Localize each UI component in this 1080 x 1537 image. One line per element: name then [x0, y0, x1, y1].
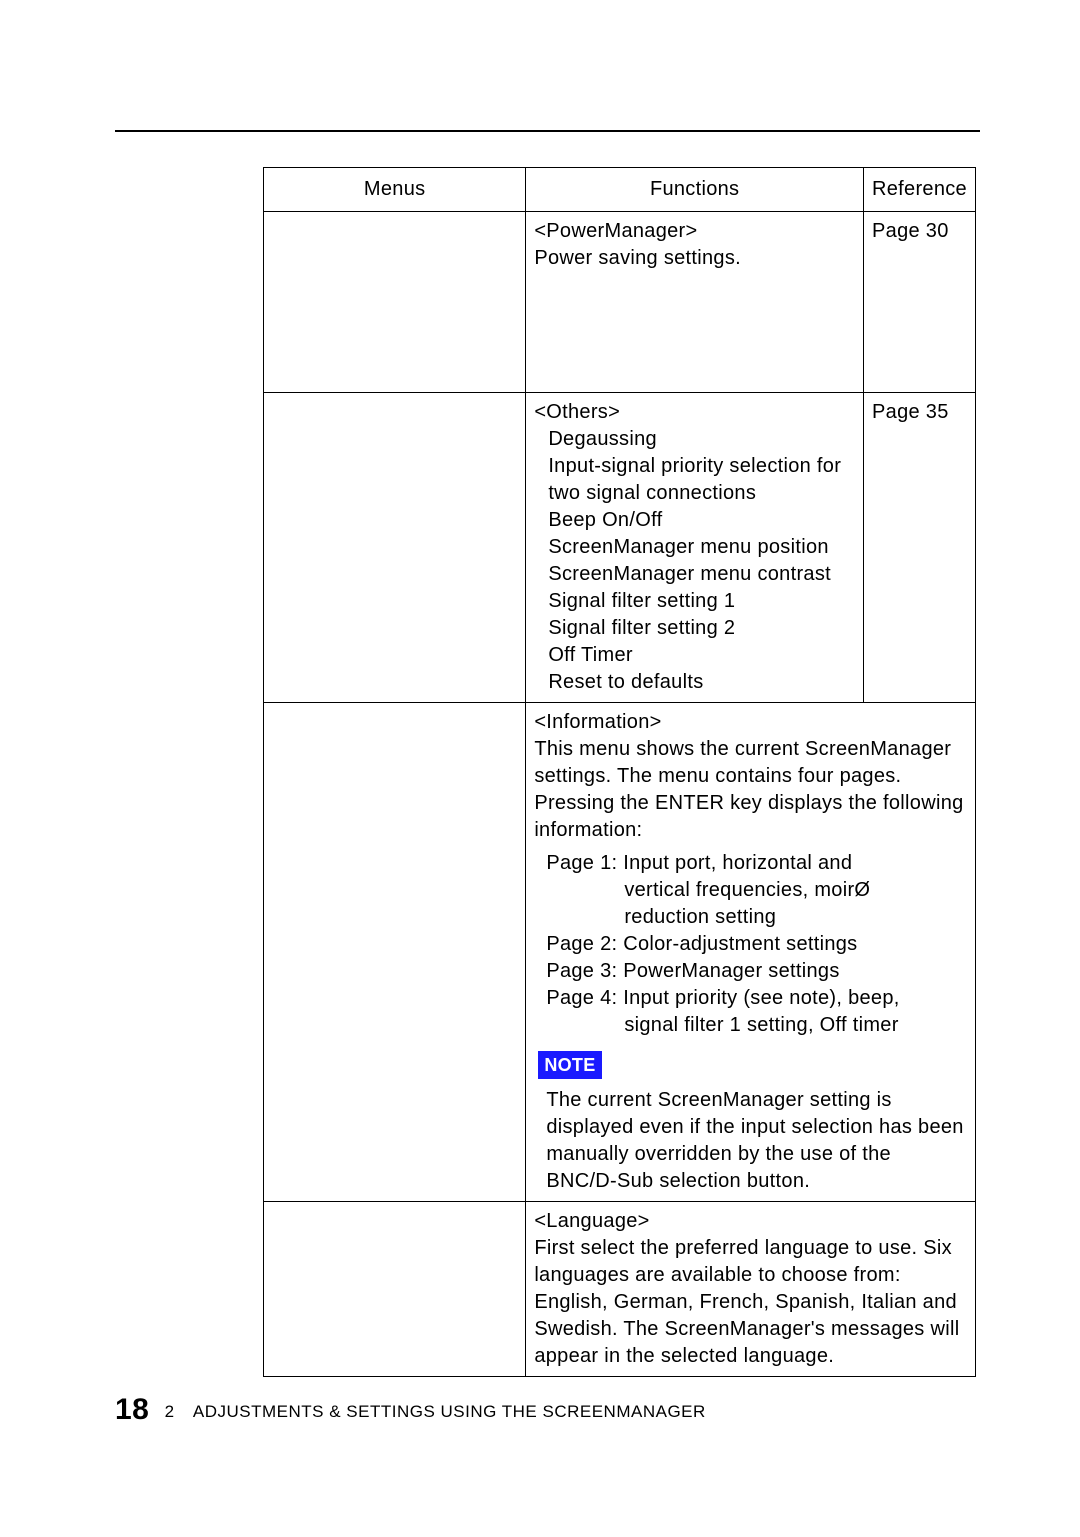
table-row: <Information> This menu shows the curren…	[264, 703, 976, 1202]
info-page-list: Page 1: Input port, horizontal and verti…	[534, 850, 967, 1039]
note-text: The current ScreenManager setting is dis…	[534, 1087, 967, 1195]
information-cell: <Information> This menu shows the curren…	[526, 703, 976, 1202]
info-page-line: signal filter 1 setting, Off timer	[546, 1012, 967, 1039]
list-item: Beep On/Off	[548, 507, 855, 534]
table-row: <Language> First select the preferred la…	[264, 1202, 976, 1377]
chapter-number: 2	[165, 1402, 175, 1421]
menu-table: Menus Functions Reference <PowerManager>…	[263, 167, 976, 1377]
table-row: <PowerManager> Power saving settings. Pa…	[264, 212, 976, 393]
info-page-line: Page 3: PowerManager settings	[546, 958, 967, 985]
functions-cell: <PowerManager> Power saving settings.	[526, 212, 864, 393]
page-number: 18	[115, 1393, 149, 1426]
info-page-line: Page 4: Input priority (see note), beep,	[546, 985, 967, 1012]
list-item: ScreenManager menu contrast	[548, 561, 855, 588]
function-title: <PowerManager>	[534, 218, 855, 245]
functions-cell: <Others> Degaussing Input-signal priorit…	[526, 393, 864, 703]
info-page-line: Page 2: Color-adjustment settings	[546, 931, 967, 958]
info-page-line: Page 1: Input port, horizontal and	[546, 850, 967, 877]
function-desc: Power saving settings.	[534, 245, 855, 272]
function-title: <Others>	[534, 399, 855, 426]
list-item: Signal filter setting 1	[548, 588, 855, 615]
list-item: ScreenManager menu position	[548, 534, 855, 561]
menu-cell	[264, 212, 526, 393]
list-item: Input-signal priority selection for two …	[548, 453, 855, 507]
header-functions: Functions	[526, 168, 864, 212]
table-row: <Others> Degaussing Input-signal priorit…	[264, 393, 976, 703]
menu-cell	[264, 1202, 526, 1377]
list-item: Signal filter setting 2	[548, 615, 855, 642]
list-item: Reset to defaults	[548, 669, 855, 696]
reference-cell: Page 30	[864, 212, 976, 393]
top-rule	[115, 130, 980, 132]
function-title: <Information>	[534, 709, 967, 736]
reference-cell: Page 35	[864, 393, 976, 703]
menu-cell	[264, 703, 526, 1202]
page-footer: 18 2 ADJUSTMENTS & SETTINGS USING THE SC…	[115, 1393, 706, 1427]
info-intro: This menu shows the current ScreenManage…	[534, 736, 967, 844]
note-badge: NOTE	[538, 1051, 601, 1079]
list-item: Degaussing	[548, 426, 855, 453]
language-cell: <Language> First select the preferred la…	[526, 1202, 976, 1377]
menu-cell	[264, 393, 526, 703]
header-reference: Reference	[864, 168, 976, 212]
info-page-line: reduction setting	[546, 904, 967, 931]
table-header-row: Menus Functions Reference	[264, 168, 976, 212]
language-body: First select the preferred language to u…	[534, 1235, 967, 1370]
list-item: Off Timer	[548, 642, 855, 669]
header-menus: Menus	[264, 168, 526, 212]
chapter-title: ADJUSTMENTS & SETTINGS USING THE SCREENM…	[193, 1402, 706, 1421]
others-list: Degaussing Input-signal priority selecti…	[534, 426, 855, 696]
function-title: <Language>	[534, 1208, 967, 1235]
info-page-line: vertical frequencies, moirØ	[546, 877, 967, 904]
